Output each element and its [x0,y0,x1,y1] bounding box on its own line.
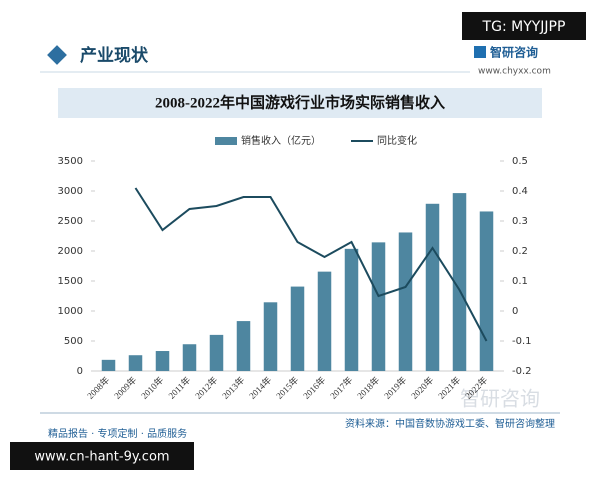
y2-tick-label: 0.3 [512,216,528,227]
y2-tick-label: -0.1 [512,336,532,347]
section-icon [47,45,67,65]
y2-tick-label: -0.2 [512,366,532,377]
bar [479,211,494,371]
y2-tick-label: 0.5 [512,156,528,167]
x-tick-label: 2021年 [435,374,462,401]
bar [290,286,305,371]
y2-tick-label: 0.2 [512,246,528,257]
y-tick-label: 500 [64,336,83,347]
x-tick-label: 2018年 [354,374,381,401]
y-tick-label: 3000 [58,186,83,197]
x-tick-label: 2009年 [111,374,138,401]
x-tick-label: 2008年 [84,374,111,401]
bar [317,271,332,371]
y-tick-label: 3500 [58,156,83,167]
y-tick-label: 0 [77,366,83,377]
logo-url: www.chyxx.com [478,67,551,77]
bar [101,359,116,371]
y2-tick-label: 0.4 [512,186,528,197]
bar [371,242,386,371]
slogan: 精品报告 · 专项定制 · 品质服务 [48,427,187,440]
bar [263,302,278,371]
tag-box [462,12,586,40]
bar [452,193,467,371]
y-tick-label: 1500 [58,276,83,287]
bar [344,248,359,371]
x-tick-label: 2011年 [166,374,193,401]
legend-label: 销售收入（亿元） [241,134,321,147]
source: 资料来源：中国音数协游戏工委、智研咨询整理 [345,417,555,430]
site: www.cn-hant-9y.com [34,450,169,465]
y-tick-label: 2500 [58,216,83,227]
bar [209,334,224,371]
x-tick-label: 2017年 [327,374,354,401]
bar [128,355,143,371]
bar [182,344,197,371]
y2-tick-label: 0 [512,306,518,317]
bar [398,232,413,371]
logo: 智研咨询 [489,45,538,60]
line [134,187,488,342]
x-tick-label: 2014年 [246,374,273,401]
tag: TG: MYYJJPP [482,19,566,35]
bar [155,351,170,371]
x-tick-label: 2019年 [381,374,408,401]
x-tick-label: 2012年 [192,374,219,401]
legend-swatch [215,137,237,145]
x-tick-label: 2013年 [219,374,246,401]
x-tick-label: 2010年 [138,374,165,401]
legend-label: 同比变化 [377,134,417,147]
y2-tick-label: 0.1 [512,276,528,287]
logo-icon [474,46,486,58]
watermark: 智研咨询 [460,387,540,411]
bar [425,203,440,371]
chart-title: 2008-2022年中国游戏行业市场实际销售收入 [155,93,445,111]
bar [236,321,251,371]
x-tick-label: 2016年 [300,374,327,401]
y-tick-label: 1000 [58,306,83,317]
x-tick-label: 2020年 [408,374,435,401]
x-tick-label: 2015年 [273,374,300,401]
site-box [10,442,194,470]
section-title: 产业现状 [80,45,149,66]
y-tick-label: 2000 [58,246,83,257]
title-banner [58,88,542,118]
